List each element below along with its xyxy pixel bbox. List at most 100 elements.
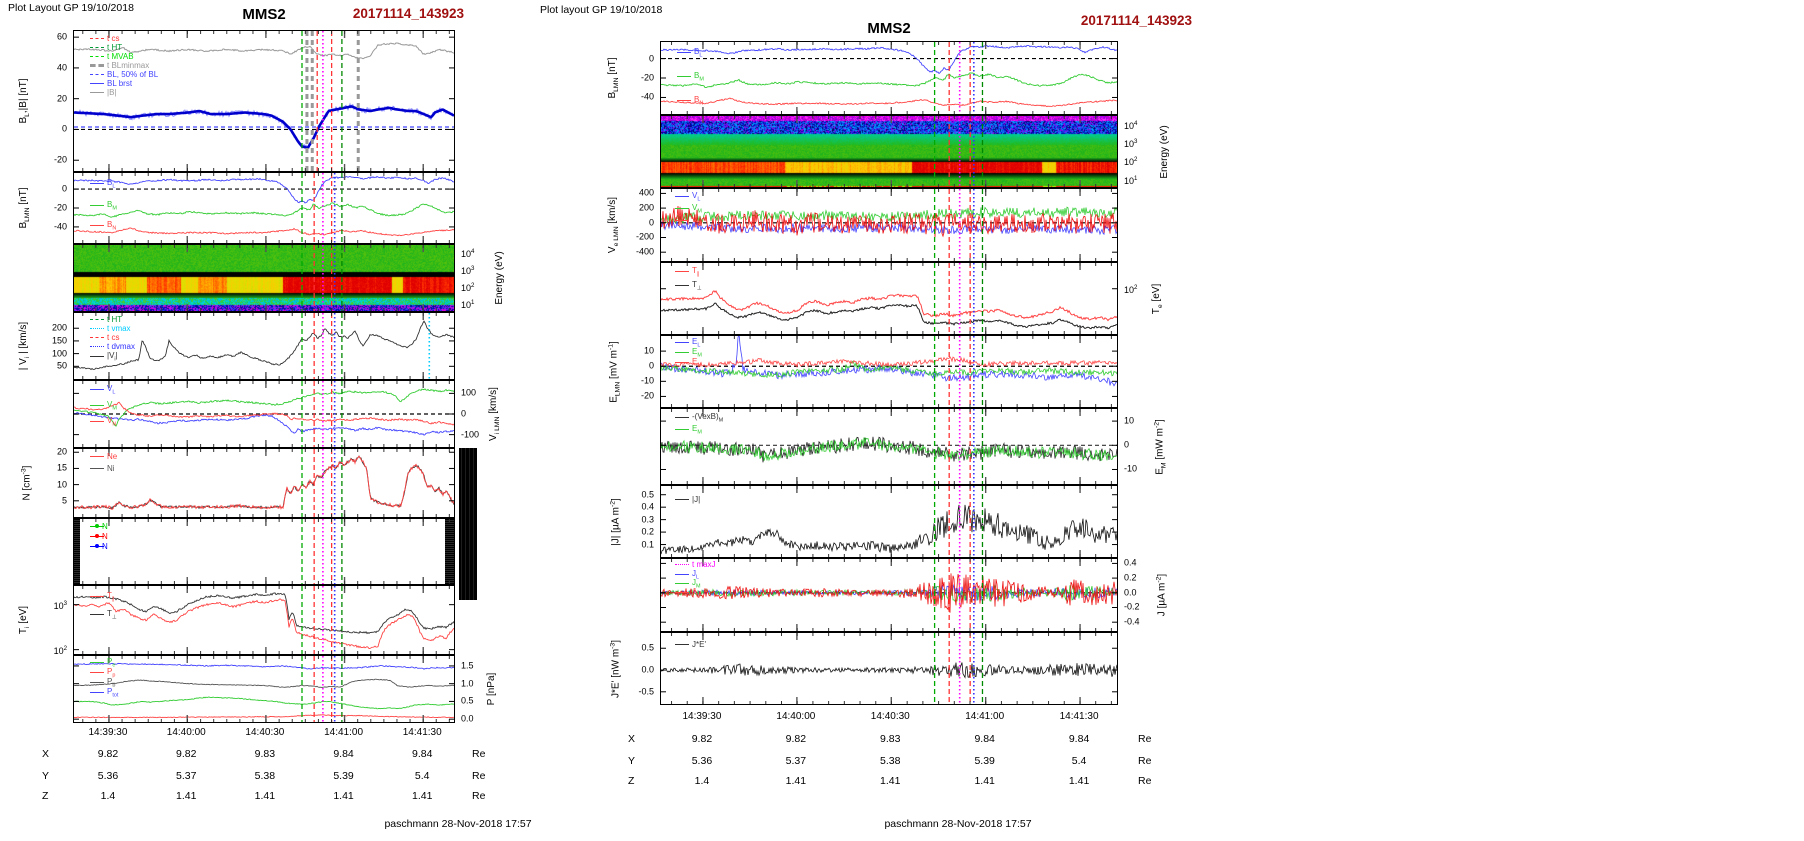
legend-line-sample: [675, 574, 689, 576]
position-value: 5.36: [691, 755, 713, 767]
legend-J*E': J*E': [675, 641, 706, 649]
tick-label-0: 0: [648, 360, 654, 371]
position-row-label-Z: Z: [628, 775, 635, 787]
legend-label: BL: [694, 47, 703, 59]
B-LMN-right-axis-title: BLMN [nT]: [607, 57, 620, 99]
pressure-series-0: [74, 662, 454, 670]
tick-label-20: 20: [56, 93, 67, 104]
tick-label-0: 0: [461, 408, 467, 419]
legend-line-sample: [677, 76, 691, 78]
garbled-axis-text-column: [459, 448, 477, 600]
legend-label: EL: [692, 337, 701, 349]
ion-energy-spectrogram-plot-area: [82, 245, 450, 311]
legend-line-sample: [90, 91, 104, 93]
position-value: 9.82: [785, 733, 807, 745]
legend-N: N: [90, 533, 108, 541]
right-footer-credit: paschmann 28-Nov-2018 17:57: [884, 818, 1032, 830]
legend-Ne: Ne: [90, 453, 117, 461]
pressure-axis-title: P [nPa]: [486, 672, 497, 706]
legend-label: Ne: [107, 452, 118, 461]
tick-label-0: 0: [1124, 439, 1130, 450]
ion-temperature-panel: 103 102 Ti [eV] T∥ T⊥: [18, 585, 455, 655]
tick-label-10^{4}: 104: [1124, 119, 1138, 131]
legend-BLbrst: BL brst: [90, 80, 132, 88]
legend-tHT: t HT: [90, 44, 122, 52]
left-page-title: MMS2: [242, 6, 286, 23]
position-unit: Re: [472, 790, 486, 802]
density-series-0: [74, 455, 454, 510]
ion-velocity-LMN-plot-area: [74, 381, 454, 447]
legend-label: BN: [694, 95, 704, 107]
ion-speed-plot-area: [74, 313, 454, 379]
legend-label: J*E': [692, 640, 706, 649]
tick-label-10^{3}: 103: [461, 265, 475, 277]
B-LMN-series-2: [74, 227, 454, 237]
legend-tcs: t cs: [90, 334, 119, 342]
tick-label-0.5: 0.5: [641, 642, 654, 653]
position-value: 1.4: [694, 775, 710, 787]
legend-line-sample: [90, 37, 104, 39]
legend-line-sample: [90, 73, 104, 75]
legend-tvmax: t vmax: [90, 325, 131, 333]
legend-label: JL: [692, 569, 700, 581]
density-axis-title: N [cm-3]: [20, 465, 33, 501]
legend-label: BM: [694, 71, 704, 83]
legend-line-sample: [675, 583, 689, 585]
legend-line-sample: [90, 421, 104, 423]
B-LMN-right-series-1: [661, 72, 1117, 89]
legend-BM: BM: [677, 72, 704, 84]
ion-energy-spectrogram-spectrogram-canvas: [74, 245, 454, 311]
legend-line-sample: [90, 63, 104, 67]
legend-line-sample: [675, 352, 689, 354]
legend-label: EN: [692, 357, 702, 369]
tick-label--200: -200: [635, 231, 654, 242]
left-layout-label: Plot Layout GP 19/10/2018: [8, 2, 134, 14]
electron-energy-spectrogram-panel: 104 103 102 101 Energy (eV): [660, 115, 1170, 188]
tick-label-10^{2}: 102: [53, 644, 67, 656]
position-value: 1.41: [785, 775, 807, 787]
legend-label: |Vi|: [107, 351, 118, 363]
legend-tMVAB: t MVAB: [90, 53, 134, 61]
legend-label: t cs: [107, 333, 120, 342]
legend-T: T∥: [675, 267, 700, 279]
legend-label: VL: [107, 384, 116, 396]
position-row-label-Z: Z: [42, 790, 49, 802]
time-tick-label: 14:40:00: [776, 711, 816, 722]
BL-and-Btotal-series-2: [74, 105, 454, 150]
right-layout-label: Plot layout GP 19/10/2018: [540, 4, 663, 16]
legend-label: BL: [107, 178, 116, 190]
tick-label--0.5: -0.5: [638, 686, 654, 697]
legend-label: JN: [692, 587, 700, 599]
legend-T: T∥: [90, 592, 115, 604]
tick-label--10: -10: [1124, 463, 1138, 474]
tick-label-200: 200: [51, 322, 67, 333]
position-value: 9.84: [974, 733, 995, 745]
legend-label: Ni: [107, 464, 115, 473]
time-tick-label: 14:41:30: [402, 727, 442, 738]
position-value: 9.82: [97, 748, 119, 760]
tick-label-100: 100: [51, 348, 67, 359]
BL-and-Btotal-axis-title: BL,|B| [nT]: [18, 78, 31, 124]
E-field-LMN-series-1: [661, 360, 1117, 379]
legend-line-sample: [90, 55, 104, 57]
legend-label: VN: [107, 416, 117, 428]
position-value: 5.39: [974, 755, 995, 767]
B-LMN-right-series-0: [661, 44, 1117, 75]
electron-velocity-LMN-panel: 400 200 0 -200 -400 Ve LMN [km/s] VL VM VN: [607, 188, 1118, 262]
position-value: 9.84: [1068, 733, 1090, 745]
tick-label-0.5: 0.5: [461, 695, 474, 706]
tick-label--20: -20: [640, 390, 654, 401]
legend-label: BL, 50% of BL: [107, 70, 159, 79]
legend-line-sample: [675, 196, 689, 198]
legend-Ni: Ni: [90, 465, 115, 473]
legend-dot-marker: [95, 544, 99, 548]
legend-BL: BL: [677, 48, 702, 60]
current-LMN-plot-area: [661, 559, 1117, 631]
legend-line-sample: [675, 362, 689, 364]
electron-velocity-LMN-series-0: [661, 206, 1117, 225]
ion-velocity-LMN-series-1: [74, 388, 454, 427]
legend-line-sample: [90, 318, 104, 320]
time-tick-label: 14:39:30: [88, 727, 128, 738]
legend-line-sample: [675, 563, 689, 565]
